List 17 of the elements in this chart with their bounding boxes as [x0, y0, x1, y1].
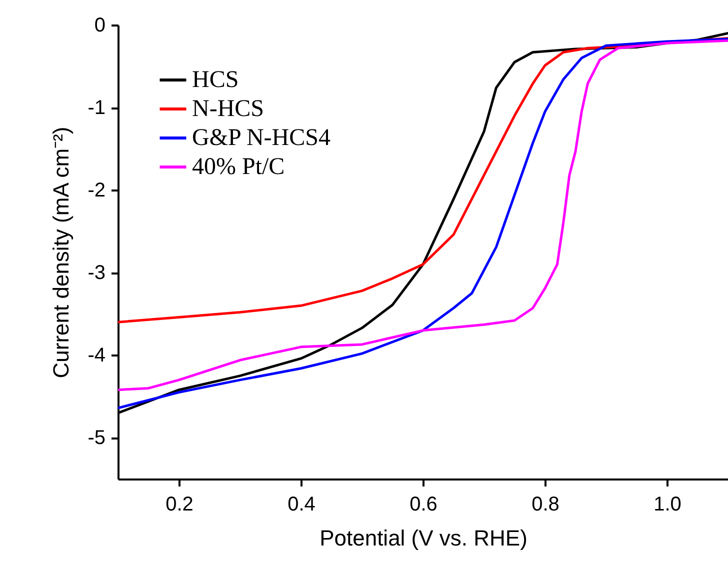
x-axis-title: Potential (V vs. RHE) — [320, 526, 528, 550]
x-tick-label: 0.6 — [410, 494, 438, 516]
y-tick-label: -3 — [88, 262, 106, 284]
legend-label: HCS — [192, 67, 239, 93]
y-axis-title: Current density (mA cm⁻²) — [48, 126, 74, 378]
y-tick-label: -2 — [88, 180, 106, 202]
x-tick-label: 0.4 — [288, 494, 316, 516]
x-tick-label: 0.8 — [532, 494, 560, 516]
legend-label: 40% Pt/C — [192, 154, 285, 180]
x-tick-label: 1.0 — [654, 494, 682, 516]
y-tick-label: -4 — [88, 344, 106, 367]
y-tick-label: -1 — [88, 97, 106, 120]
x-tick-label: 0.2 — [166, 494, 194, 516]
legend-label: G&P N-HCS4 — [192, 125, 330, 151]
y-tick-label: -5 — [88, 427, 106, 450]
legend-label: N-HCS — [192, 96, 264, 122]
y-tick-label: 0 — [94, 14, 106, 36]
